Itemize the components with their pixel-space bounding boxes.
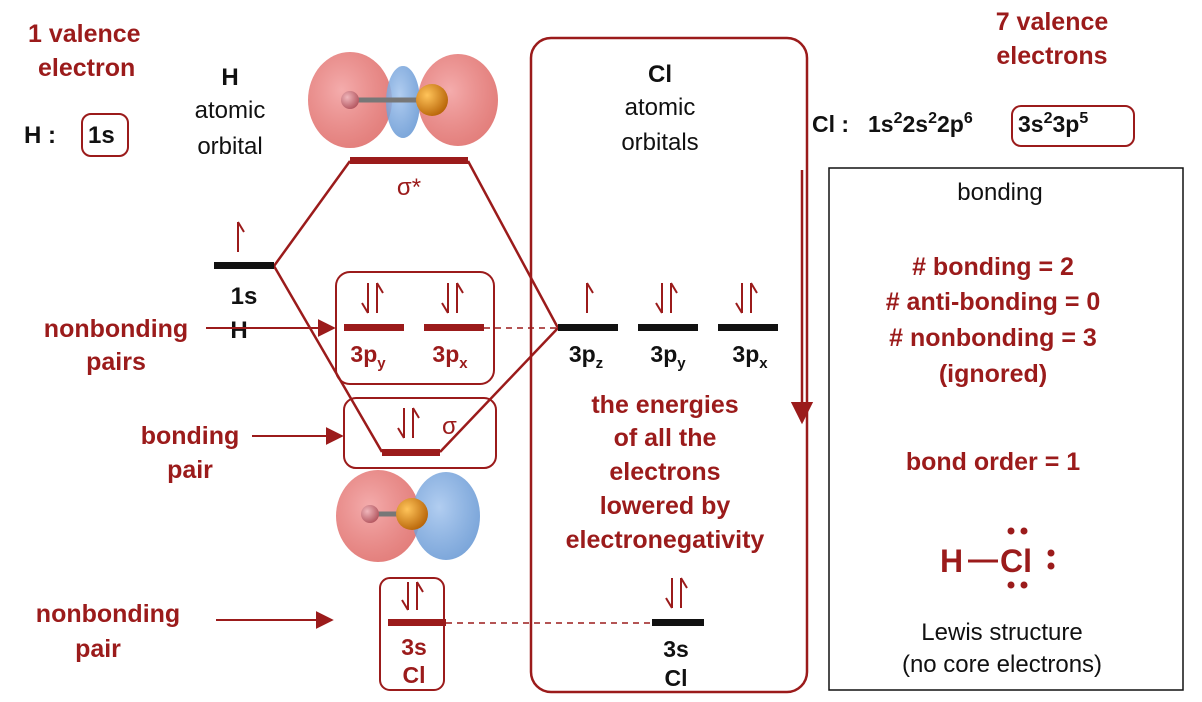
lewis-caption-1: Lewis structure [921,619,1082,646]
cl-3px-level [718,324,778,331]
energy-note-line: lowered by [600,492,731,520]
nonbonding-3s-box [379,577,445,691]
cl-3py-level [638,324,698,331]
lewis-structure: H Cl [940,527,1055,589]
cl-3s-electron-pair [665,577,688,609]
nb-3s-electron-pair [401,581,424,611]
sigma-star-label: σ* [397,174,421,201]
cl-title-line1: atomic [625,94,696,121]
bonding-panel [828,167,1184,691]
h-title-line1: atomic [195,97,266,124]
cl-title-symbol: Cl [648,61,672,88]
h-config-box [81,113,129,157]
cl-3pz-label: 3pz [569,341,603,372]
bonding-orbital-image [336,470,480,562]
energy-note: the energies of all the electrons lowere… [566,391,765,554]
dashed-connectors [446,327,652,624]
h-config-label: H : [24,122,56,149]
cl-3py-label: 3py [650,341,686,372]
cl-3pz-level [558,324,618,331]
nonbonding-pair-label-2: pair [75,635,121,663]
sigma-label: σ [442,413,457,440]
cl-valence-line1: 7 valence [996,8,1109,36]
lewis-cl: Cl [1000,543,1032,579]
h-1s-label: 1s [231,283,258,310]
nb-3s-sublabel: Cl [403,662,426,688]
nb-3py-label: 3py [350,341,386,372]
h-valence-line2: electron [38,54,135,82]
nb-3s-level [388,619,446,626]
lewis-caption-2: (no core electrons) [902,651,1102,678]
nb-3px-level [424,324,484,331]
antibonding-orbital-image [308,52,498,148]
cl-3p-electrons [586,282,758,314]
sigma-level [382,449,440,456]
h-title-symbol: H [221,64,238,91]
bonding-pair-box [343,397,497,469]
cl-3s-label: 3s [663,636,689,662]
nonbonding-count: # nonbonding = 3 [889,324,1097,352]
nb-3px-label: 3px [432,341,468,372]
energy-note-line: of all the [614,424,717,452]
cl-config-boxed: 3s23p5 [1018,110,1088,137]
ignored-note: (ignored) [939,360,1047,388]
cl-config-box [1011,105,1135,147]
nonbonding-pair-label-1: nonbonding [36,600,180,628]
h-1s-level [214,262,274,269]
cl-title-line2: orbitals [621,129,698,156]
cl-config-core: 1s22s22p6 [868,110,973,137]
nb-p-electron-pairs [361,282,464,314]
energy-note-line: the energies [591,391,738,419]
nonbonding-pairs-label-1: nonbonding [44,315,188,343]
h-valence-heading: 1 valence electron [28,20,141,82]
antibonding-count: # anti-bonding = 0 [886,288,1101,316]
correlation-lines [272,160,560,453]
cl-config-prefix: Cl : [812,111,849,137]
lewis-h: H [940,543,963,579]
bonding-pair-label-2: pair [167,456,213,484]
h-config-boxed: 1s [88,122,115,149]
energy-note-line: electrons [609,458,720,486]
h-valence-line1: 1 valence [28,20,141,48]
bond-order: bond order = 1 [906,448,1080,476]
sigma-star-level [350,157,468,164]
h-1s-electron [237,221,245,252]
cl-3px-label: 3px [732,341,768,372]
nonbonding-pairs-label-2: pairs [86,348,146,376]
nonbonding-pairs-box [335,271,495,385]
cl-3s-sublabel: Cl [665,665,688,691]
svg-text:Cl :: Cl : [812,111,849,137]
h-title-line2: orbital [197,133,262,160]
nb-3s-label: 3s [401,634,427,660]
cl-orbitals-frame [529,36,809,694]
bonding-pair-label-1: bonding [141,422,240,450]
cl-3s-level [652,619,704,626]
nb-3py-level [344,324,404,331]
lewis-lone-pairs [1007,527,1055,589]
bonding-count: # bonding = 2 [912,253,1074,281]
cl-electron-configuration: Cl : 1s22s22p6 3s23p5 [812,105,1135,147]
sigma-electron-pair [397,407,420,439]
energy-note-line: electronegativity [566,526,765,554]
bonding-panel-heading: bonding [957,179,1042,206]
h-1s-sublabel: H [230,317,247,344]
cl-valence-line2: electrons [996,42,1107,70]
